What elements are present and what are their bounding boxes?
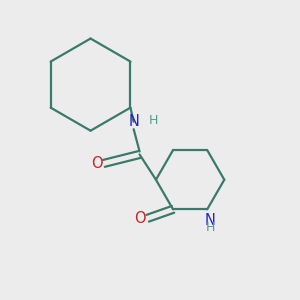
Text: N: N xyxy=(128,114,139,129)
Text: H: H xyxy=(206,221,215,234)
Text: N: N xyxy=(205,213,216,228)
Text: O: O xyxy=(91,156,102,171)
Text: O: O xyxy=(134,211,146,226)
Text: H: H xyxy=(148,114,158,127)
